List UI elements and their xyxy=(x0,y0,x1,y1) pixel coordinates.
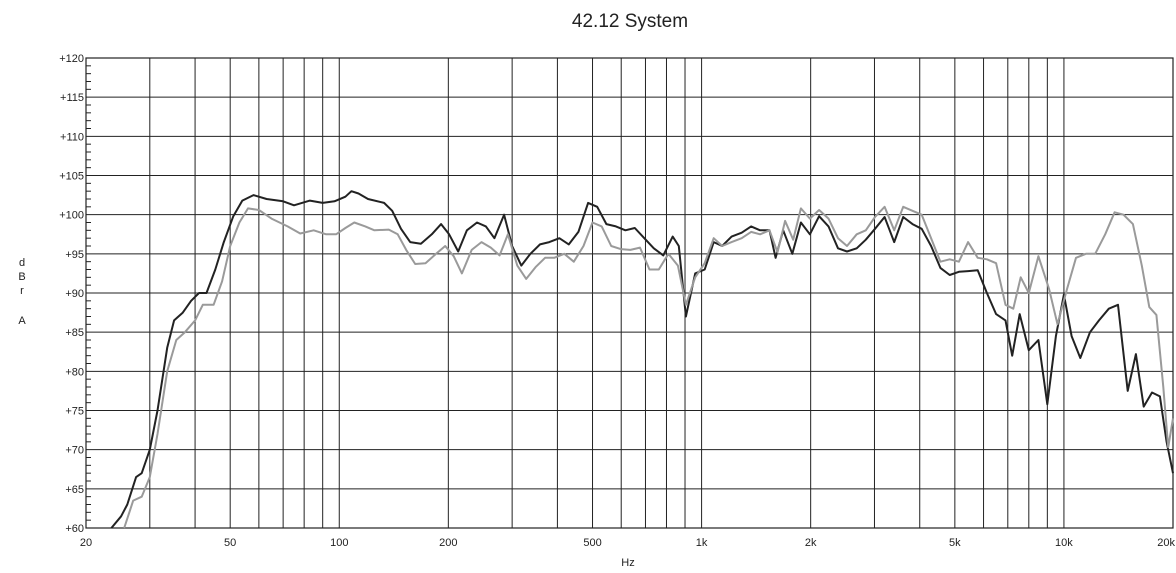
series-line-2 xyxy=(123,205,1174,529)
x-tick-label: 500 xyxy=(583,537,601,549)
y-tick-label: +105 xyxy=(59,171,84,183)
x-tick-label: 2k xyxy=(805,537,817,549)
y-tick-label: +115 xyxy=(60,92,84,104)
y-tick-label: +95 xyxy=(65,249,84,261)
x-tick-label: 5k xyxy=(949,537,961,549)
y-tick-label: +60 xyxy=(65,523,84,535)
series-group xyxy=(110,190,1174,529)
y-axis-label-char: d xyxy=(19,257,25,269)
y-tick-label: +80 xyxy=(65,366,84,378)
x-tick-label: 20 xyxy=(80,537,92,549)
series-line-1 xyxy=(110,190,1174,529)
x-tick-label: 200 xyxy=(439,537,457,549)
chart-title: 42.12 System xyxy=(572,11,688,32)
y-axis-label-char: r xyxy=(20,285,24,297)
plot-frame xyxy=(85,57,1174,529)
y-tick-label: +85 xyxy=(65,327,84,339)
y-tick-labels: +60 +65 +70 +75 +80 +85 +90 +95 +100 +105 +110 +115… xyxy=(59,53,84,535)
y-axis-label-char: A xyxy=(18,315,26,327)
y-tick-label: +110 xyxy=(60,131,84,143)
y-tick-label: +70 xyxy=(65,445,84,457)
y-tick-label: +100 xyxy=(59,210,84,222)
y-tick-label: +65 xyxy=(65,484,84,496)
y-gridlines xyxy=(86,57,1173,529)
y-tick-label: +90 xyxy=(65,288,84,300)
x-axis-label: Hz xyxy=(621,557,634,569)
y-axis-label: dBr A xyxy=(18,257,26,327)
y-axis-label-char: B xyxy=(18,271,25,283)
y-minor-ticks xyxy=(86,65,91,521)
y-tick-label: +120 xyxy=(59,53,84,65)
x-tick-label: 10k xyxy=(1055,537,1073,549)
x-tick-label: 20k xyxy=(1157,537,1175,549)
x-tick-labels: 20 50 100 200 500 1k 2k 5k 10k 20k xyxy=(80,537,1176,549)
y-tick-label: +75 xyxy=(65,406,84,418)
x-tick-label: 100 xyxy=(330,537,348,549)
x-tick-label: 1k xyxy=(696,537,708,549)
x-tick-label: 50 xyxy=(224,537,236,549)
